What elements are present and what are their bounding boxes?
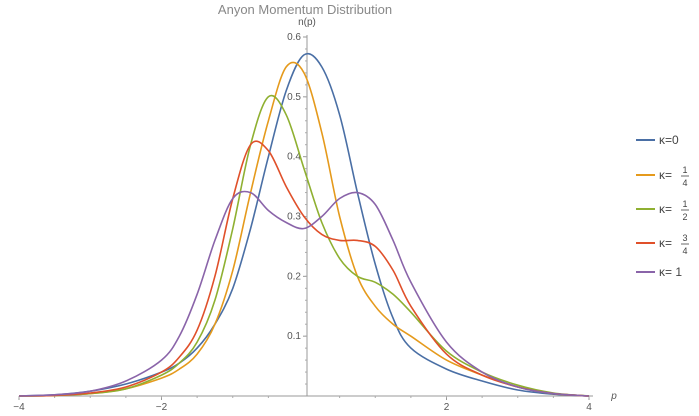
series-line-1: [18, 61, 590, 397]
y-tick-label: 0.2: [287, 271, 301, 282]
legend-denominator-2: 2: [682, 212, 687, 222]
legend-label-0: κ=0: [659, 133, 679, 147]
x-tick-label: 2: [444, 402, 450, 413]
series-line-3: [18, 140, 590, 397]
plot-area: [18, 52, 590, 397]
legend-label-1: κ=: [659, 168, 672, 182]
x-tick-label: −2: [156, 402, 168, 413]
x-tick-label: −4: [13, 402, 25, 413]
legend-label-2: κ=: [659, 202, 672, 216]
y-axis-label: n(p): [298, 17, 316, 28]
legend: κ=0κ= 14κ= 12κ= 34κ= 1: [636, 133, 689, 279]
axes: −4 −2 2 4 0.1 0.2 0.3 0.4 0.5 0.6 n(p) p: [13, 17, 617, 413]
legend-denominator-1: 4: [682, 178, 687, 188]
series-line-0: [18, 52, 590, 397]
y-tick-label: 0.3: [287, 212, 301, 223]
series-line-4: [18, 190, 590, 397]
y-tick-label: 0.5: [287, 92, 301, 103]
x-axis-label: p: [610, 391, 617, 402]
y-tick-label: 0.4: [287, 152, 301, 163]
series-line-2: [18, 94, 590, 397]
y-tick-label: 0.1: [287, 331, 301, 342]
legend-numerator-1: 1: [682, 165, 687, 175]
legend-numerator-2: 1: [682, 199, 687, 209]
legend-numerator-3: 3: [682, 233, 687, 243]
y-tick-label: 0.6: [287, 32, 301, 43]
chart-title: Anyon Momentum Distribution: [218, 2, 392, 17]
legend-label-4: κ= 1: [659, 265, 682, 279]
x-tick-label: 4: [586, 402, 592, 413]
legend-denominator-3: 4: [682, 246, 687, 256]
legend-label-3: κ=: [659, 236, 672, 250]
